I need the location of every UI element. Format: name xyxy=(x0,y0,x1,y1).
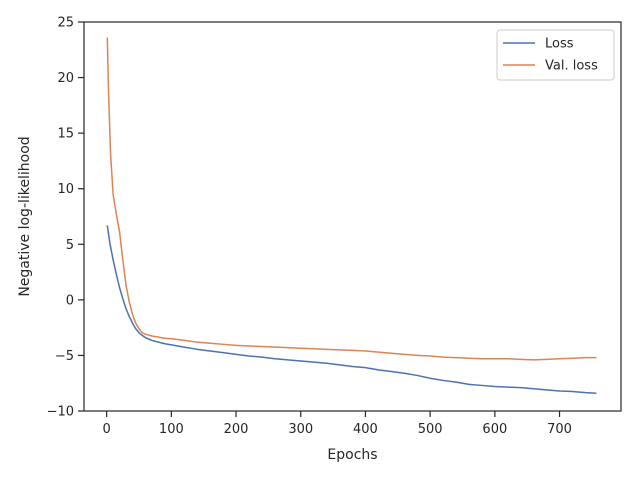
y-tick-label: −10 xyxy=(47,405,74,420)
series-line-loss xyxy=(106,225,597,394)
y-tick-label: 5 xyxy=(66,238,74,253)
series-line-val-loss xyxy=(106,37,597,361)
x-tick-label: 600 xyxy=(482,422,507,437)
x-tick-label: 0 xyxy=(103,422,111,437)
y-tick-label: −5 xyxy=(55,349,74,364)
series-layer xyxy=(106,37,597,394)
x-axis-label: Epochs xyxy=(327,447,377,463)
plot-frame xyxy=(83,21,622,412)
x-tick-label: 100 xyxy=(159,422,184,437)
x-tick-label: 400 xyxy=(353,422,378,437)
y-tick-label: 20 xyxy=(57,71,74,86)
legend-label-val-loss: Val. loss xyxy=(545,59,598,74)
ticks-layer: 0 100 200 300 400 500 600 700 −10 −5 0 5 10 15 20 25 xyxy=(47,16,572,438)
legend-label-loss: Loss xyxy=(545,37,574,52)
legend: Loss Val. loss xyxy=(496,29,615,81)
y-axis-label: Negative log-likelihood xyxy=(17,136,33,296)
x-tick-label: 300 xyxy=(288,422,313,437)
y-tick-label: 0 xyxy=(66,293,74,308)
x-tick-label: 200 xyxy=(224,422,249,437)
y-tick-label: 10 xyxy=(57,182,74,197)
y-tick-label: 15 xyxy=(57,127,74,142)
y-tick-label: 25 xyxy=(57,16,74,31)
x-tick-label: 700 xyxy=(547,422,572,437)
x-tick-label: 500 xyxy=(418,422,443,437)
